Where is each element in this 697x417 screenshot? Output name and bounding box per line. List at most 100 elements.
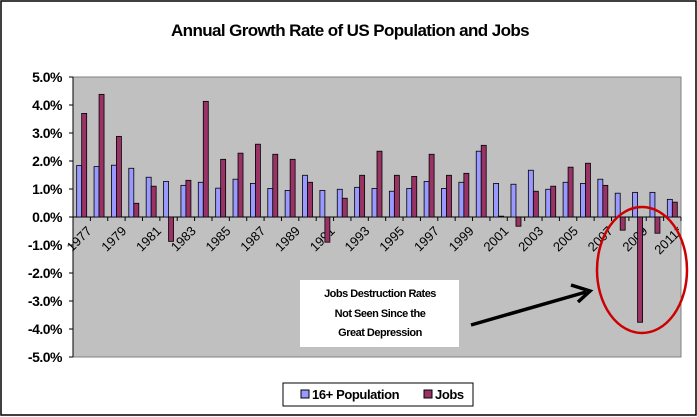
- bar-population-1994: [371, 188, 378, 218]
- bar-jobs-1977: [81, 113, 88, 218]
- bar-population-1980: [128, 167, 135, 218]
- y-tick-label: 1.0%: [32, 181, 63, 197]
- legend: 16+ Population Jobs: [282, 382, 474, 407]
- annotation-box: [300, 280, 459, 347]
- bar-jobs-1988: [272, 153, 279, 218]
- highlight-ellipse: [595, 205, 689, 335]
- arrow-head-icon: [570, 283, 594, 304]
- y-tick-label: 3.0%: [32, 125, 63, 141]
- bar-population-1991: [319, 189, 326, 218]
- bar-jobs-1994: [376, 150, 383, 218]
- y-tick-label: 5.0%: [32, 69, 63, 85]
- bar-jobs-1990: [307, 181, 313, 218]
- y-tick-label: -5.0%: [28, 349, 63, 365]
- annotation-line-3: Great Depression: [338, 327, 422, 339]
- y-tick-label: -2.0%: [28, 265, 63, 281]
- bar-jobs-2002: [515, 216, 522, 227]
- annotation-line-1: Jobs Destruction Rates: [324, 288, 436, 300]
- bar-jobs-1999: [463, 172, 470, 218]
- bar-population-1997: [423, 181, 430, 218]
- bar-population-1989: [284, 189, 291, 218]
- bar-population-1987: [249, 182, 256, 218]
- bar-population-1984: [197, 181, 204, 218]
- bar-jobs-1986: [237, 152, 244, 218]
- bar-jobs-2008: [619, 216, 626, 231]
- bar-population-2003: [527, 169, 534, 218]
- bar-population-1983: [180, 184, 187, 218]
- bar-jobs-1989: [289, 158, 296, 218]
- y-tick-label: -3.0%: [28, 293, 63, 309]
- bar-population-1986: [232, 178, 239, 218]
- bar-population-1996: [406, 188, 413, 218]
- bar-jobs-2005: [567, 166, 574, 218]
- y-tick-label: 4.0%: [32, 97, 63, 113]
- bar-population-1979: [111, 164, 117, 218]
- bar-jobs-1983: [185, 179, 192, 218]
- annotation: Jobs Destruction Rates Not Seen Since th…: [300, 205, 689, 347]
- bar-population-1981: [145, 176, 152, 218]
- bar-jobs-2007: [602, 184, 609, 218]
- legend-label-population: 16+ Population: [312, 387, 400, 402]
- bar-jobs-1984: [202, 100, 209, 218]
- bar-jobs-2000: [480, 144, 487, 218]
- y-tick-label: 2.0%: [32, 153, 63, 169]
- bar-jobs-1992: [341, 197, 348, 218]
- bar-jobs-1980: [133, 202, 140, 218]
- bar-population-1982: [163, 181, 169, 218]
- bar-population-2007: [597, 178, 604, 218]
- y-tick-label: -1.0%: [28, 237, 63, 253]
- bar-population-2001: [493, 182, 500, 218]
- bar-population-1993: [354, 186, 361, 218]
- annotation-line-2: Not Seen Since the: [335, 308, 426, 320]
- bar-jobs-1993: [359, 174, 366, 218]
- legend-swatch-population: [300, 389, 310, 399]
- y-axis: 5.0% 4.0% 3.0% 2.0% 1.0% 0.0% -1.0% -2.0% -3.0% -…: [28, 69, 74, 365]
- bar-population-2011: [666, 198, 673, 218]
- bar-population-1999: [458, 181, 465, 218]
- y-tick-label: 0.0%: [32, 209, 63, 225]
- bar-jobs-1998: [446, 174, 452, 218]
- bar-population-2009: [632, 191, 638, 218]
- bar-jobs-2006: [585, 162, 591, 218]
- bar-population-2010: [649, 191, 656, 218]
- bar-population-2000: [475, 150, 482, 218]
- bar-population-1998: [441, 188, 447, 218]
- bar-population-2005: [562, 181, 569, 218]
- bar-population-1985: [215, 187, 222, 218]
- legend-label-jobs: Jobs: [435, 387, 464, 402]
- bar-population-1977: [76, 165, 83, 218]
- bar-jobs-1978: [98, 93, 105, 218]
- bar-population-1978: [93, 166, 100, 218]
- bars: [76, 93, 678, 323]
- bar-population-2004: [545, 188, 552, 218]
- bar-jobs-2004: [550, 185, 557, 218]
- bar-jobs-1982: [168, 216, 174, 242]
- legend-box: [282, 382, 474, 407]
- bar-jobs-2003: [532, 190, 539, 218]
- bar-jobs-1979: [116, 135, 122, 218]
- bar-jobs-1991: [324, 216, 331, 243]
- bar-jobs-1987: [254, 143, 261, 218]
- bar-population-2008: [614, 192, 621, 218]
- chart-title: Annual Growth Rate of US Population and …: [171, 21, 529, 40]
- bar-jobs-2011: [671, 201, 678, 218]
- arrow-line: [470, 290, 587, 327]
- bar-jobs-1995: [393, 174, 400, 218]
- bar-population-1988: [267, 188, 274, 218]
- legend-swatch-jobs: [423, 389, 433, 399]
- y-tick-label: -4.0%: [28, 321, 63, 337]
- bar-jobs-1981: [150, 185, 157, 218]
- bar-population-1990: [302, 174, 308, 218]
- bar-population-2002: [510, 183, 517, 218]
- bar-jobs-1996: [411, 175, 418, 218]
- bar-jobs-2009: [637, 216, 643, 323]
- bar-jobs-2001: [498, 215, 505, 218]
- bar-population-1995: [388, 190, 395, 218]
- bar-jobs-1997: [428, 153, 435, 218]
- bar-jobs-2010: [654, 216, 661, 234]
- bar-jobs-1985: [220, 158, 227, 218]
- bar-population-1992: [336, 188, 343, 218]
- bar-population-2006: [580, 182, 586, 218]
